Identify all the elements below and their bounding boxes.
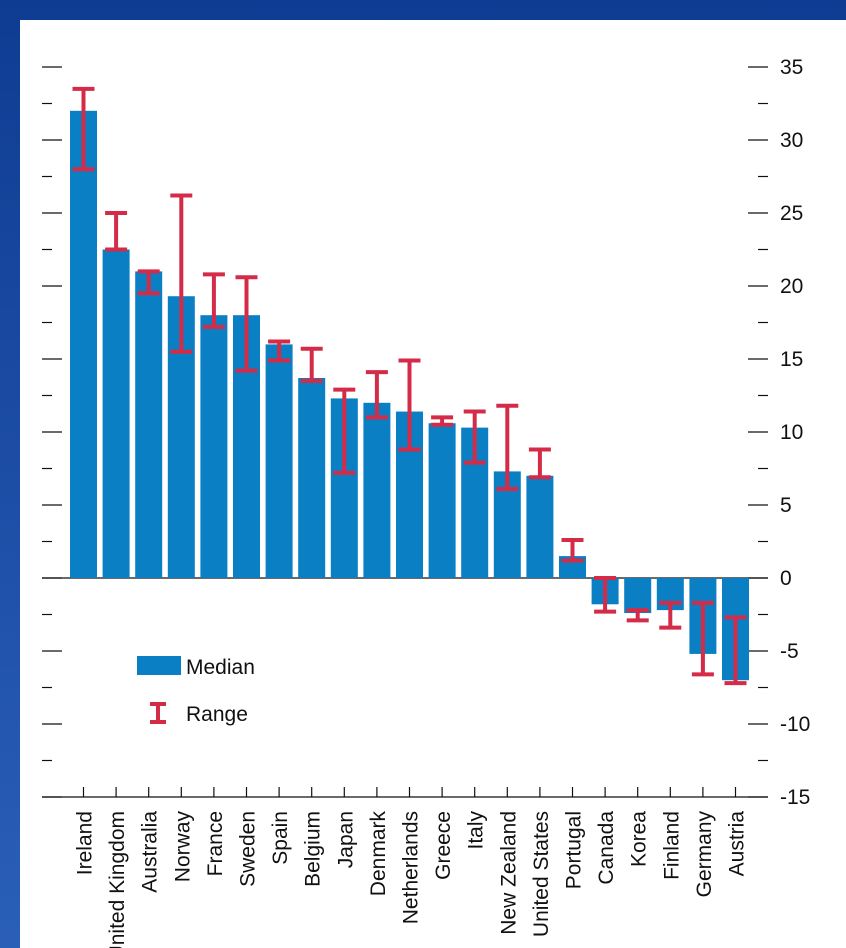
category-label: United States bbox=[530, 811, 553, 937]
category-label: Germany bbox=[693, 811, 716, 898]
legend-range-icon bbox=[150, 704, 166, 722]
category-label: Portugal bbox=[563, 811, 586, 889]
category-label: Finland bbox=[660, 811, 683, 880]
bar-median bbox=[266, 344, 293, 578]
legend-range-label: Range bbox=[186, 703, 248, 726]
category-label: Canada bbox=[595, 811, 618, 885]
bar-median bbox=[526, 476, 553, 578]
category-label: Japan bbox=[334, 811, 357, 868]
y-tick-label: 15 bbox=[780, 348, 803, 371]
y-tick-label: 5 bbox=[780, 494, 792, 517]
bar-median bbox=[70, 111, 97, 578]
y-tick-label: 0 bbox=[780, 567, 792, 590]
bar-median bbox=[103, 250, 130, 579]
category-label: Austria bbox=[726, 811, 749, 877]
category-label: Norway bbox=[171, 811, 194, 883]
y-tick-label: 20 bbox=[780, 275, 803, 298]
category-label: Italy bbox=[465, 811, 488, 850]
range-whisker bbox=[431, 417, 453, 424]
range-whisker bbox=[529, 450, 551, 478]
range-whisker bbox=[627, 610, 649, 620]
category-label: Netherlands bbox=[400, 811, 423, 924]
bar-median bbox=[624, 578, 651, 613]
category-label: United Kingdom bbox=[106, 811, 129, 948]
legend-median-swatch bbox=[137, 656, 181, 675]
y-tick-label: 10 bbox=[780, 421, 803, 444]
category-label: Spain bbox=[269, 811, 292, 865]
category-label: New Zealand bbox=[497, 811, 520, 935]
y-tick-label: 30 bbox=[780, 129, 803, 152]
category-label: Greece bbox=[432, 811, 455, 880]
bar-median bbox=[298, 378, 325, 578]
category-label: Korea bbox=[628, 811, 651, 867]
category-label: Ireland bbox=[74, 811, 97, 875]
bar-median bbox=[135, 271, 162, 578]
y-tick-label: -5 bbox=[780, 640, 799, 663]
y-tick-label: 35 bbox=[780, 56, 803, 79]
category-label: France bbox=[204, 811, 227, 876]
bar-median bbox=[363, 403, 390, 578]
legend: Median Range bbox=[137, 656, 255, 726]
y-tick-label: -15 bbox=[780, 786, 810, 809]
bar-median bbox=[429, 423, 456, 578]
range-whisker bbox=[105, 213, 127, 250]
y-tick-label: -10 bbox=[780, 713, 810, 736]
category-label: Denmark bbox=[367, 811, 390, 897]
category-label: Sweden bbox=[237, 811, 260, 887]
category-label: Belgium bbox=[302, 811, 325, 887]
legend-median-label: Median bbox=[186, 656, 255, 679]
bar-median bbox=[200, 315, 227, 578]
y-tick-label: 25 bbox=[780, 202, 803, 225]
range-whisker bbox=[301, 349, 323, 381]
category-label: Australia bbox=[139, 811, 162, 893]
